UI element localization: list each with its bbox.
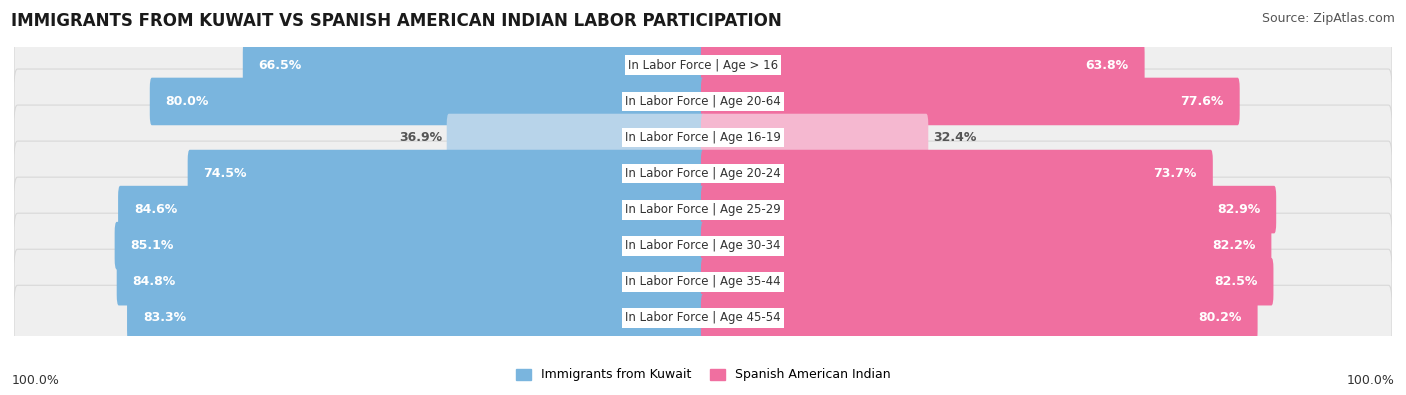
Text: In Labor Force | Age 30-34: In Labor Force | Age 30-34: [626, 239, 780, 252]
Text: 77.6%: 77.6%: [1181, 95, 1223, 108]
Text: 83.3%: 83.3%: [143, 311, 186, 324]
FancyBboxPatch shape: [14, 285, 1392, 350]
FancyBboxPatch shape: [14, 33, 1392, 98]
FancyBboxPatch shape: [702, 186, 1277, 233]
FancyBboxPatch shape: [702, 258, 1274, 305]
FancyBboxPatch shape: [14, 177, 1392, 242]
FancyBboxPatch shape: [447, 114, 704, 161]
Text: 82.5%: 82.5%: [1215, 275, 1257, 288]
FancyBboxPatch shape: [702, 222, 1271, 269]
Text: IMMIGRANTS FROM KUWAIT VS SPANISH AMERICAN INDIAN LABOR PARTICIPATION: IMMIGRANTS FROM KUWAIT VS SPANISH AMERIC…: [11, 12, 782, 30]
Text: 80.0%: 80.0%: [166, 95, 209, 108]
Text: 32.4%: 32.4%: [934, 131, 977, 144]
Text: 73.7%: 73.7%: [1153, 167, 1197, 180]
FancyBboxPatch shape: [702, 78, 1240, 125]
Text: 66.5%: 66.5%: [259, 59, 302, 72]
FancyBboxPatch shape: [14, 141, 1392, 206]
Text: 84.6%: 84.6%: [134, 203, 177, 216]
FancyBboxPatch shape: [150, 78, 704, 125]
FancyBboxPatch shape: [702, 294, 1257, 342]
Text: In Labor Force | Age 35-44: In Labor Force | Age 35-44: [626, 275, 780, 288]
Text: 82.2%: 82.2%: [1212, 239, 1256, 252]
FancyBboxPatch shape: [14, 105, 1392, 170]
Text: In Labor Force | Age > 16: In Labor Force | Age > 16: [628, 59, 778, 72]
FancyBboxPatch shape: [117, 258, 704, 305]
FancyBboxPatch shape: [14, 69, 1392, 134]
Text: 84.8%: 84.8%: [132, 275, 176, 288]
Text: 85.1%: 85.1%: [131, 239, 174, 252]
Text: 63.8%: 63.8%: [1085, 59, 1129, 72]
Text: In Labor Force | Age 20-24: In Labor Force | Age 20-24: [626, 167, 780, 180]
FancyBboxPatch shape: [118, 186, 704, 233]
FancyBboxPatch shape: [187, 150, 704, 198]
FancyBboxPatch shape: [115, 222, 704, 269]
Text: 100.0%: 100.0%: [11, 374, 59, 387]
Text: 36.9%: 36.9%: [399, 131, 441, 144]
Text: 74.5%: 74.5%: [204, 167, 247, 180]
FancyBboxPatch shape: [702, 150, 1213, 198]
Text: In Labor Force | Age 20-64: In Labor Force | Age 20-64: [626, 95, 780, 108]
FancyBboxPatch shape: [243, 41, 704, 89]
Text: 100.0%: 100.0%: [1347, 374, 1395, 387]
FancyBboxPatch shape: [14, 213, 1392, 278]
Text: In Labor Force | Age 45-54: In Labor Force | Age 45-54: [626, 311, 780, 324]
Text: In Labor Force | Age 16-19: In Labor Force | Age 16-19: [626, 131, 780, 144]
Text: In Labor Force | Age 25-29: In Labor Force | Age 25-29: [626, 203, 780, 216]
Text: 80.2%: 80.2%: [1198, 311, 1241, 324]
FancyBboxPatch shape: [702, 41, 1144, 89]
FancyBboxPatch shape: [127, 294, 704, 342]
FancyBboxPatch shape: [702, 114, 928, 161]
FancyBboxPatch shape: [14, 249, 1392, 314]
Text: 82.9%: 82.9%: [1218, 203, 1260, 216]
Legend: Immigrants from Kuwait, Spanish American Indian: Immigrants from Kuwait, Spanish American…: [516, 369, 890, 382]
Text: Source: ZipAtlas.com: Source: ZipAtlas.com: [1261, 12, 1395, 25]
